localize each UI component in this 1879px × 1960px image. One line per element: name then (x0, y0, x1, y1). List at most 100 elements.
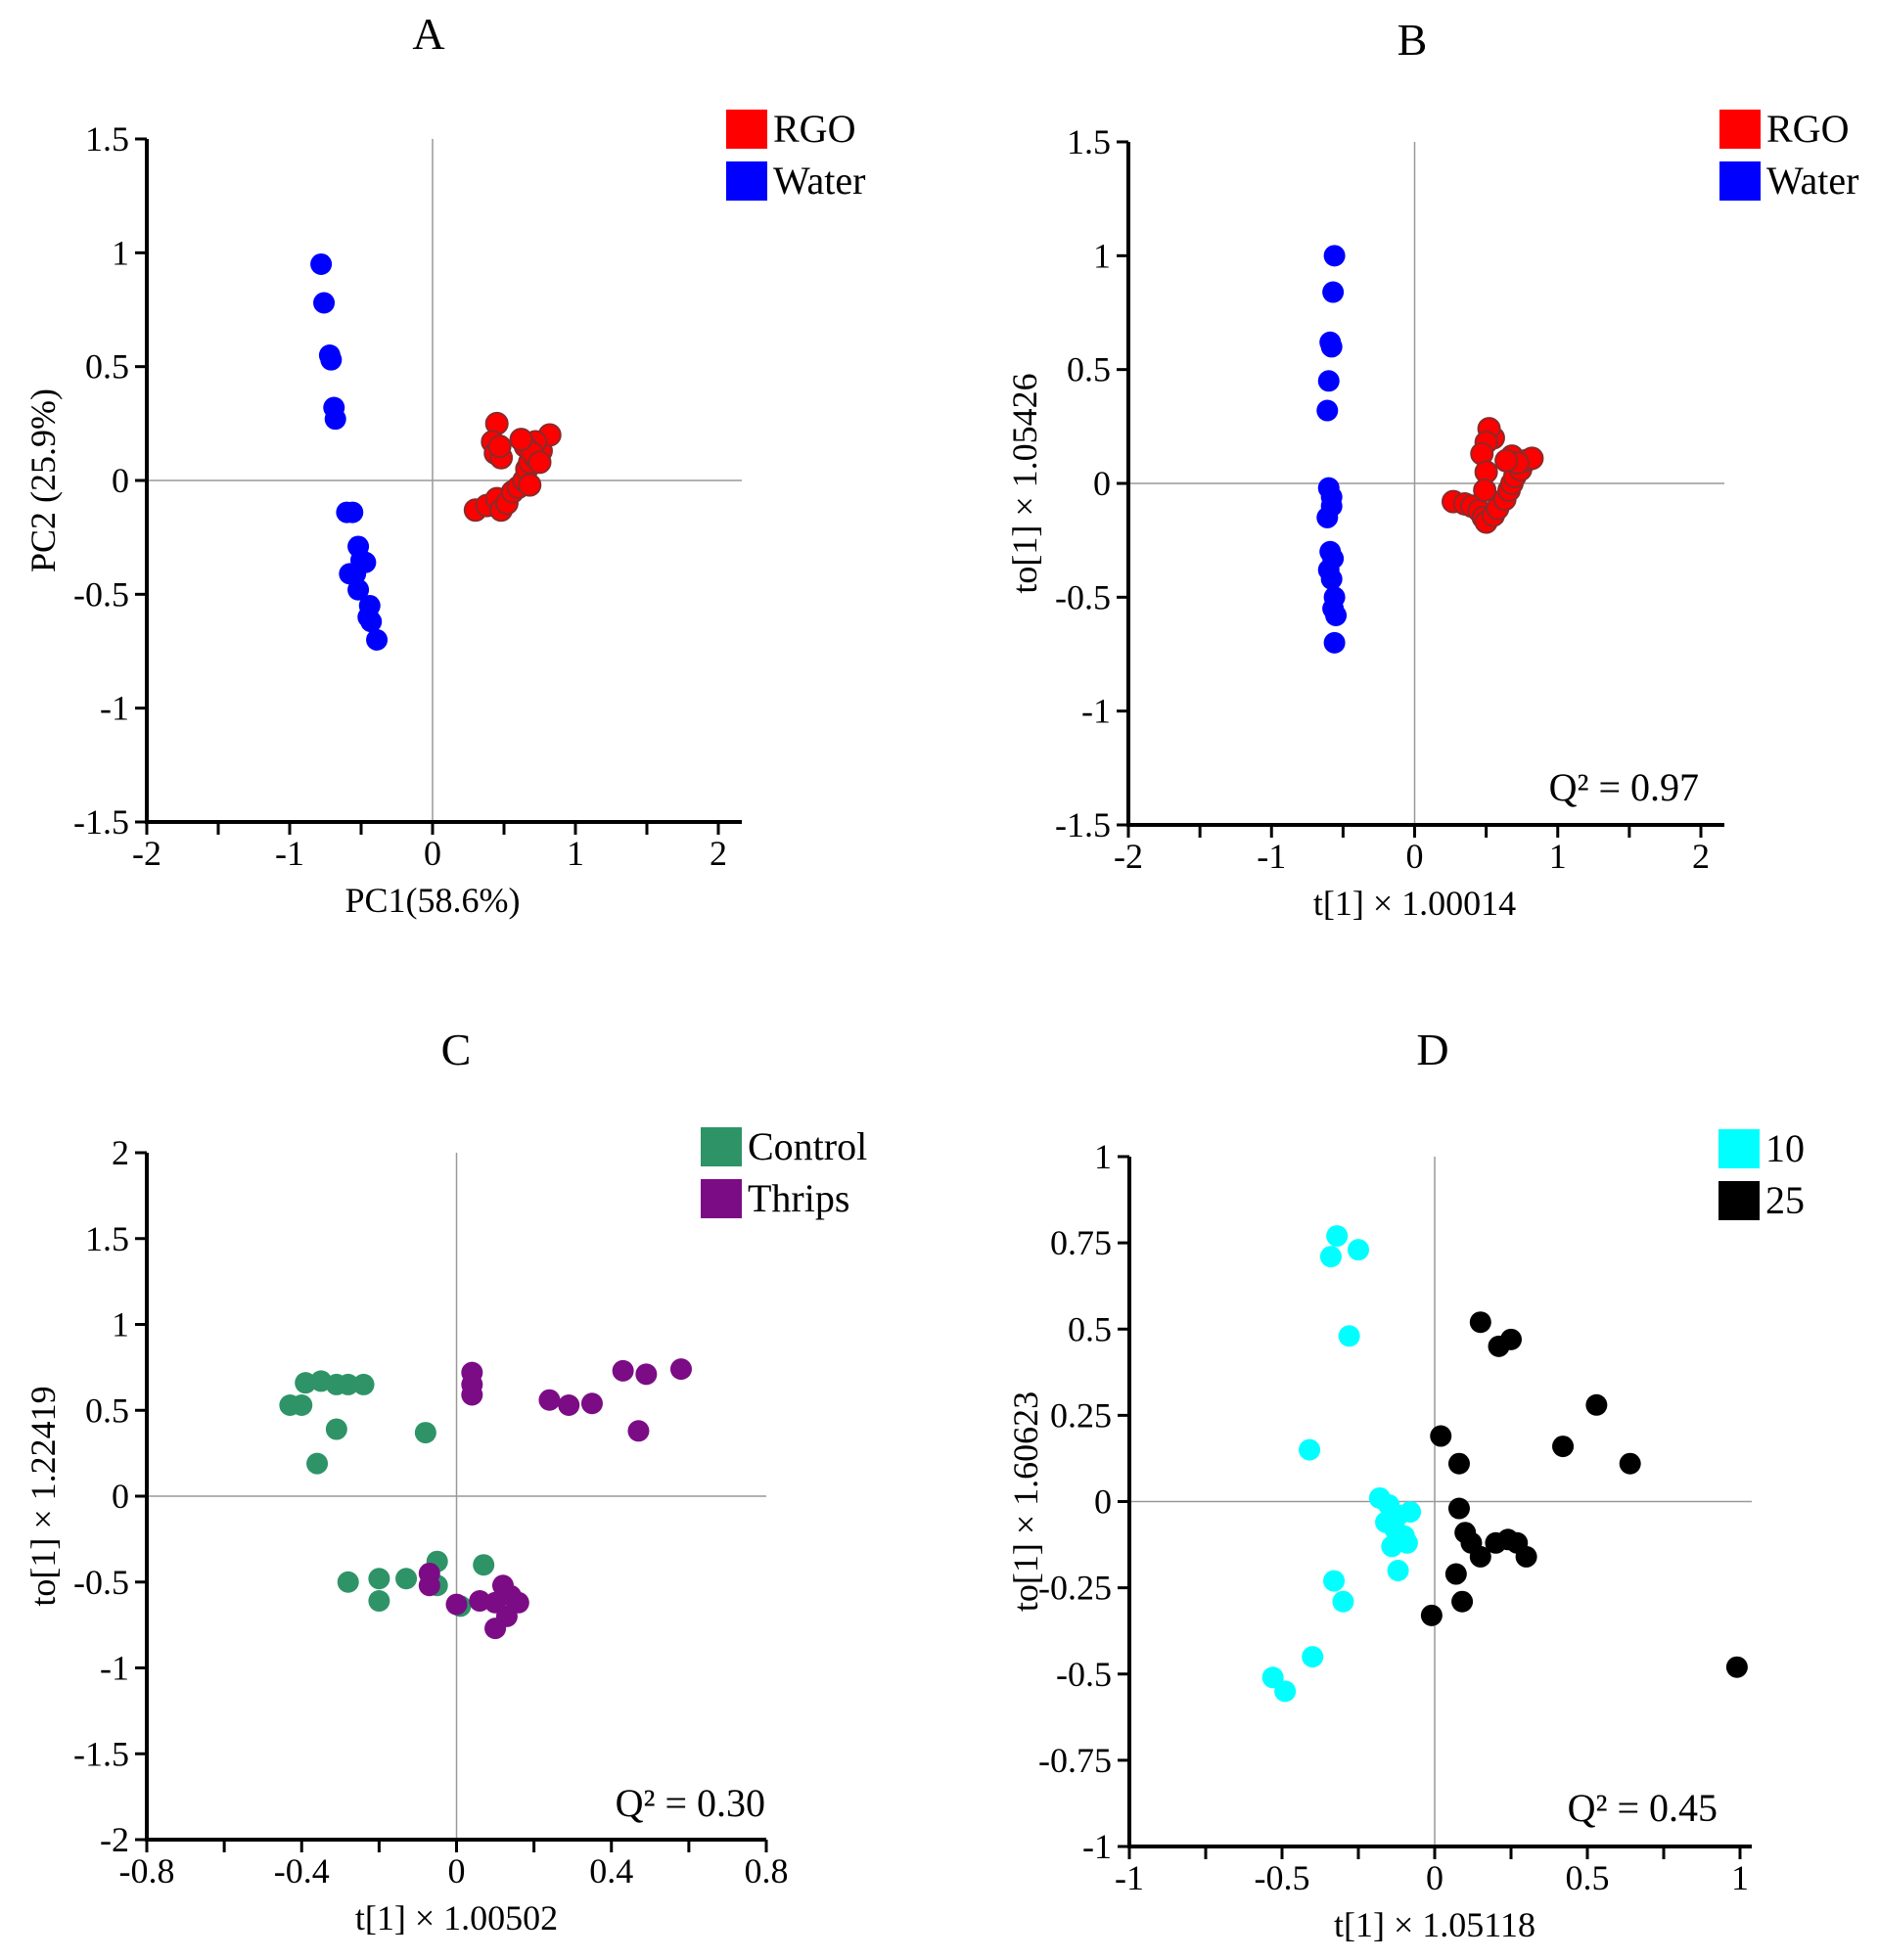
y-tick-label: -0.5 (73, 574, 129, 614)
data-point-water (1320, 336, 1343, 358)
data-point-water (360, 611, 383, 633)
panel-b: B -1.5 -1 -0.5 0 0.5 1 1.5 -2 -1 0 1 2 t[1] × 1.00014… (1005, 15, 1859, 923)
data-point-10 (1261, 1666, 1284, 1689)
legend-swatch-rgo (1719, 110, 1761, 149)
legend-label: 25 (1765, 1178, 1805, 1222)
data-point-water (1317, 370, 1340, 392)
y-tick-label: 0 (112, 1477, 129, 1516)
x-tick-label: -0.5 (1255, 1858, 1310, 1897)
data-point-10 (1274, 1680, 1297, 1703)
x-axis-title: t[1] × 1.00014 (1313, 884, 1516, 923)
x-tick-label: -1 (1115, 1858, 1144, 1897)
y-tick-label: -1.5 (1055, 805, 1111, 844)
panel-label: A (412, 9, 444, 59)
data-point-10 (1387, 1560, 1409, 1581)
data-point-water (1323, 245, 1346, 267)
data-point-water (1323, 631, 1346, 654)
data-point-control (368, 1590, 390, 1613)
data-point-25 (1469, 1311, 1491, 1334)
y-tick-label: 1 (112, 1305, 129, 1345)
data-point-rgo (487, 434, 512, 459)
data-point-25 (1619, 1452, 1641, 1475)
data-point-rgo (518, 473, 542, 497)
x-tick-label: -0.4 (274, 1851, 330, 1891)
panel-label: B (1398, 15, 1428, 65)
panel-label: D (1416, 1025, 1448, 1074)
x-axis-title: PC1(58.6%) (345, 881, 521, 920)
data-point-control (352, 1373, 375, 1395)
legend-label: Thrips (748, 1176, 849, 1220)
x-tick-label: 0.8 (745, 1851, 789, 1891)
data-point-water (1316, 399, 1339, 422)
data-point-25 (1451, 1590, 1474, 1613)
y-axis-title: to[1] × 1.05426 (1005, 373, 1044, 593)
data-point-thrips (580, 1392, 603, 1415)
data-point-water (1320, 495, 1343, 518)
y-tick-label: -0.5 (1055, 577, 1111, 616)
y-axis-title: PC2 (25.9%) (23, 388, 63, 572)
q2-annotation: Q² = 0.45 (1568, 1786, 1718, 1830)
y-tick-label: 0.5 (85, 347, 129, 387)
x-tick-label: 0.5 (1566, 1858, 1610, 1897)
data-point-25 (1585, 1393, 1608, 1416)
y-tick-label: -0.75 (1038, 1741, 1112, 1780)
data-point-25 (1444, 1563, 1467, 1585)
data-point-thrips (627, 1420, 650, 1442)
x-tick-label: 0 (448, 1851, 466, 1891)
legend-label: Water (773, 159, 866, 203)
legend-label: RGO (1766, 107, 1849, 151)
data-point-water (1322, 281, 1345, 303)
data-point-control (473, 1554, 495, 1576)
data-point-25 (1552, 1436, 1575, 1458)
data-point-25 (1515, 1545, 1537, 1568)
data-point-10 (1396, 1531, 1418, 1554)
x-tick-label: 0 (1426, 1858, 1444, 1897)
data-point-thrips (445, 1593, 468, 1616)
legend-label: RGO (773, 107, 855, 151)
legend-swatch-thrips (701, 1179, 742, 1218)
data-point-10 (1326, 1225, 1349, 1248)
x-tick-label: 0 (1406, 837, 1424, 876)
data-point-water (1325, 604, 1348, 626)
x-tick-label: 1 (1731, 1858, 1749, 1897)
y-tick-label: -0.5 (1056, 1655, 1112, 1694)
y-tick-label: 1 (1094, 1137, 1112, 1176)
y-tick-label: -1.5 (73, 802, 129, 842)
x-tick-label: 2 (1692, 837, 1710, 876)
data-point-control (337, 1571, 359, 1593)
x-tick-label: -2 (132, 834, 161, 873)
legend-swatch-10 (1719, 1129, 1760, 1168)
legend-swatch-water (726, 161, 767, 201)
q2-annotation: Q² = 0.97 (1549, 765, 1699, 809)
data-point-thrips (418, 1574, 440, 1597)
data-point-10 (1323, 1570, 1346, 1592)
y-tick-label: 0.5 (1068, 1309, 1112, 1348)
legend-swatch-rgo (726, 110, 767, 149)
data-point-thrips (669, 1358, 692, 1381)
x-tick-label: 2 (710, 834, 727, 873)
y-tick-label: -1 (1082, 1827, 1112, 1866)
x-tick-label: 1 (1549, 837, 1567, 876)
legend-swatch-water (1719, 161, 1761, 201)
data-point-25 (1725, 1656, 1748, 1678)
panel-c: C -2 -1.5 -1 -0.5 0 0.5 1 1.5 2 -0.8 -0.4 0 0.4 0.8 t[1… (23, 1025, 867, 1937)
data-point-10 (1399, 1501, 1422, 1524)
data-point-thrips (558, 1393, 580, 1416)
data-point-10 (1299, 1438, 1321, 1461)
y-tick-label: 2 (112, 1133, 129, 1172)
x-tick-label: 0.4 (589, 1851, 633, 1891)
data-point-10 (1319, 1246, 1342, 1268)
data-point-rgo (509, 428, 533, 452)
data-point-water (342, 501, 364, 524)
y-axis-title: to[1] × 1.22419 (23, 1386, 63, 1606)
y-tick-label: 1.5 (1067, 122, 1111, 161)
y-tick-label: -0.25 (1038, 1569, 1112, 1608)
data-point-water (366, 628, 389, 651)
panel-a: A -1.5 -1 -0.5 0 0.5 1 1.5 -2 -1 0 1 2 PC1(58.6%) PC2 … (23, 9, 866, 920)
panel-d: D -1 -0.75 -0.5 -0.25 0 0.25 0.5 0.75 1 -1 -0.5 0 0.5… (1006, 1025, 1805, 1944)
data-point-water (344, 563, 367, 585)
data-point-10 (1302, 1646, 1324, 1668)
y-tick-label: -1 (1081, 692, 1111, 731)
x-tick-label: -2 (1114, 837, 1143, 876)
legend-label: Water (1766, 159, 1859, 203)
